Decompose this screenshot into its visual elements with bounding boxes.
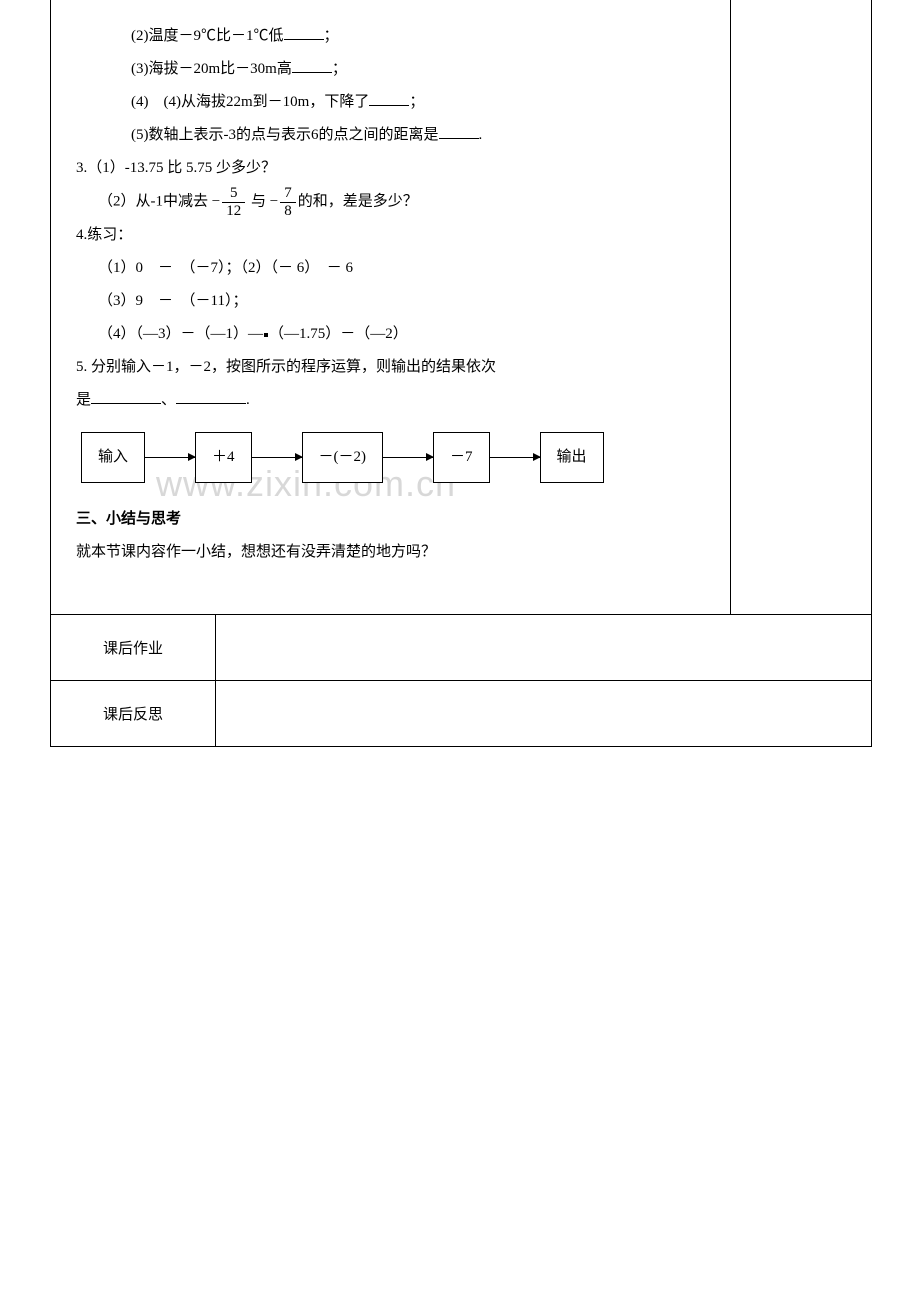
q4-line2: （3）9 － （－11）； bbox=[76, 285, 705, 318]
frac1-num: 5 bbox=[222, 185, 245, 203]
footer-content-homework bbox=[216, 615, 871, 680]
frac1-den: 12 bbox=[222, 203, 245, 220]
flow-node-minusneg2: －(－2) bbox=[302, 432, 384, 483]
flowchart: 输入 ＋4 －(－2) －7 输出 bbox=[81, 432, 705, 483]
q2-item3-suffix: ； bbox=[332, 61, 347, 77]
fraction-1: 512 bbox=[222, 185, 245, 219]
spacer bbox=[76, 569, 705, 589]
footer-row-1: 课后作业 bbox=[51, 615, 871, 681]
q2-item2: (2)温度－9℃比－1℃低 ； bbox=[76, 20, 705, 53]
arrow-icon bbox=[252, 457, 302, 458]
q2-item3-text: (3)海拔－20m比－30m高 bbox=[131, 61, 292, 77]
flow-node-output: 输出 bbox=[540, 432, 604, 483]
q5-line-b: 是 、. bbox=[76, 384, 705, 417]
q2-item3: (3)海拔－20m比－30m高 ； bbox=[76, 53, 705, 86]
q2-item4-a: (4) bbox=[131, 94, 149, 110]
footer-label-reflection: 课后反思 bbox=[51, 681, 216, 746]
footer-row-2: 课后反思 bbox=[51, 681, 871, 746]
q4-title: 4.练习： bbox=[76, 219, 705, 252]
arrow-icon bbox=[145, 457, 195, 458]
q3-part2: （2）从-1中减去 −512 与 −78的和，差是多少？ bbox=[76, 185, 705, 219]
q2-item2-text: (2)温度－9℃比－1℃低 bbox=[131, 28, 284, 44]
blank bbox=[176, 388, 246, 404]
q3-p2-prefix: （2）从-1中减去 bbox=[98, 193, 208, 209]
dot-icon bbox=[264, 333, 268, 337]
q2-item5-text: (5)数轴上表示-3的点与表示6的点之间的距离是 bbox=[131, 127, 439, 143]
q2-item4-b: (4)从海拔22m到－10m，下降了 bbox=[164, 94, 370, 110]
flow-node-minus7: －7 bbox=[433, 432, 490, 483]
footer-label-homework: 课后作业 bbox=[51, 615, 216, 680]
q2-item4-suffix: ； bbox=[409, 94, 424, 110]
blank bbox=[439, 123, 479, 139]
blank bbox=[292, 57, 332, 73]
q2-item5: (5)数轴上表示-3的点与表示6的点之间的距离是. bbox=[76, 119, 705, 152]
q4-line3-a: （4）（—3）－（—1）— bbox=[98, 326, 263, 342]
q5-suffix: . bbox=[246, 392, 250, 408]
page-border: (2)温度－9℃比－1℃低 ； (3)海拔－20m比－30m高 ； (4) (4)从… bbox=[50, 0, 872, 747]
q4-line3-b: （—1.75）－（—2） bbox=[269, 326, 408, 342]
main-content: (2)温度－9℃比－1℃低 ； (3)海拔－20m比－30m高 ； (4) (4)从… bbox=[51, 0, 731, 614]
q5-b-text: 是 bbox=[76, 392, 91, 408]
q4-line3: （4）（—3）－（—1）— （—1.75）－（—2） bbox=[76, 318, 705, 351]
arrow-icon bbox=[383, 457, 433, 458]
q2-item2-suffix: ； bbox=[324, 28, 339, 44]
main-row: (2)温度－9℃比－1℃低 ； (3)海拔－20m比－30m高 ； (4) (4)从… bbox=[51, 0, 871, 615]
arrow-icon bbox=[490, 457, 540, 458]
footer-content-reflection bbox=[216, 681, 871, 746]
frac2-num: 7 bbox=[280, 185, 296, 203]
fraction-2: 78 bbox=[280, 185, 296, 219]
q3-p2-suffix: 的和，差是多少？ bbox=[298, 193, 418, 209]
q3-p2-mid: 与 bbox=[251, 193, 266, 209]
frac2-sign: − bbox=[270, 193, 278, 209]
flowchart-wrap: 输入 ＋4 －(－2) －7 输出 www.zixin.com.cn bbox=[76, 432, 705, 483]
blank bbox=[284, 24, 324, 40]
section3-body: 就本节课内容作一小结，想想还有没弄清楚的地方吗？ bbox=[76, 536, 705, 569]
section3-title: 三、小结与思考 bbox=[76, 503, 705, 536]
flow-node-input: 输入 bbox=[81, 432, 145, 483]
side-column bbox=[731, 0, 871, 614]
q2-item4: (4) (4)从海拔22m到－10m，下降了 ； bbox=[76, 86, 705, 119]
flow-node-plus4: ＋4 bbox=[195, 432, 252, 483]
frac1-sign: − bbox=[212, 193, 220, 209]
blank bbox=[91, 388, 161, 404]
q5-line-a: 5. 分别输入－1，－2，按图所示的程序运算，则输出的结果依次 bbox=[76, 351, 705, 384]
blank bbox=[369, 90, 409, 106]
q5-sep: 、 bbox=[161, 392, 176, 408]
q4-line1: （1）0 － （－7）；（2）（－ 6） － 6 bbox=[76, 252, 705, 285]
q2-item5-suffix: . bbox=[479, 127, 483, 143]
frac2-den: 8 bbox=[280, 203, 296, 220]
q3-part1: 3.（1）-13.75 比 5.75 少多少？ bbox=[76, 152, 705, 185]
